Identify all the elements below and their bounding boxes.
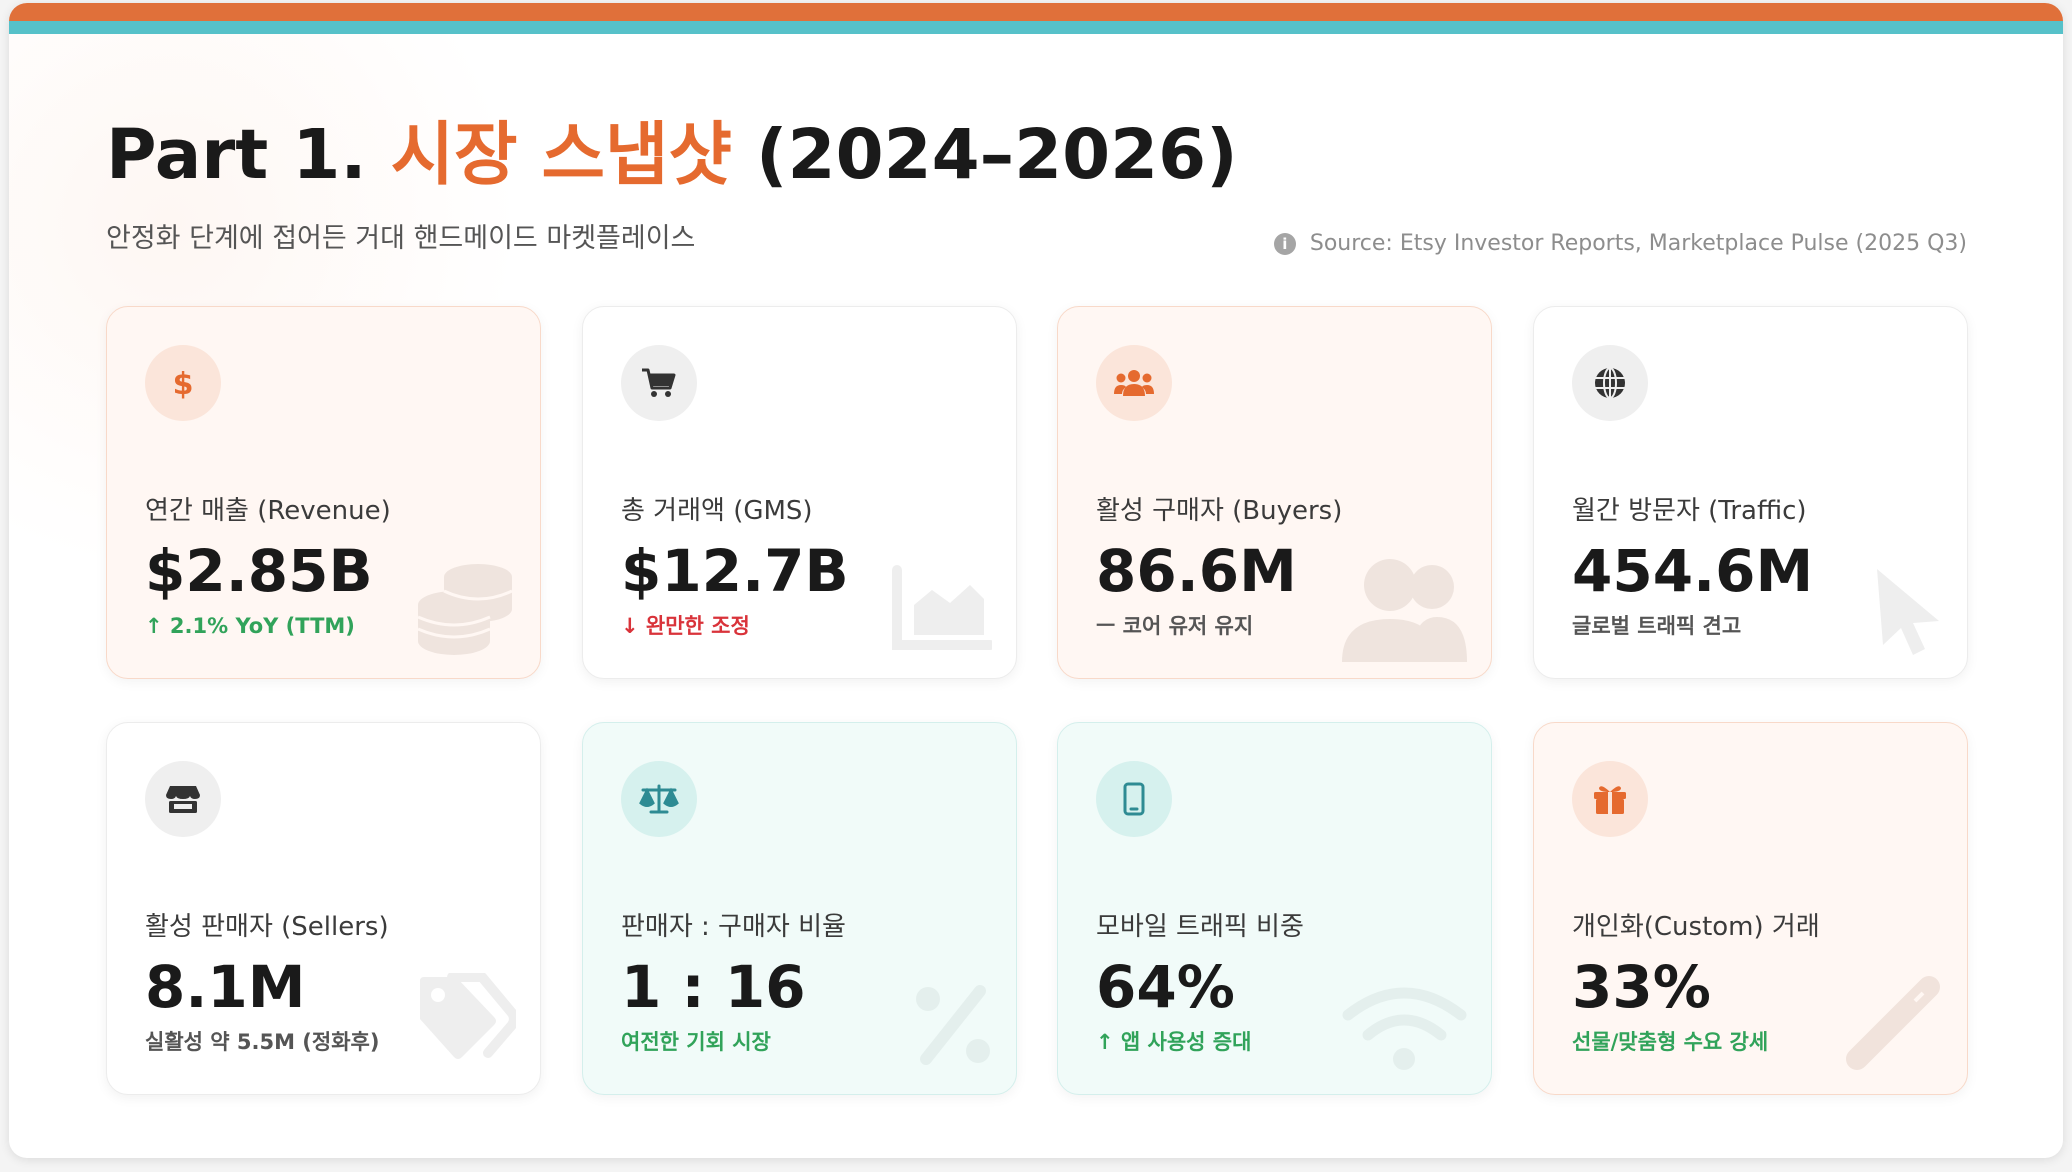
card-label: 개인화(Custom) 거래: [1572, 912, 1820, 942]
page-title: Part 1. 시장 스냅샷 (2024–2026): [106, 115, 1238, 195]
info-icon: i: [1273, 233, 1296, 255]
gift-icon: [1572, 761, 1648, 837]
kpi-card-mobile: 모바일 트래픽 비중 64% ↑ 앱 사용성 증대: [1057, 722, 1492, 1095]
kpi-card-revenue: $ 연간 매출 (Revenue) $2.85B ↑ 2.1% YoY (TTM…: [106, 306, 541, 679]
tags-icon: [420, 973, 516, 1059]
card-value: 454.6M: [1572, 537, 1814, 605]
card-note: ↓ 완만한 조정: [621, 614, 750, 638]
kpi-card-buyers: 활성 구매자 (Buyers) 86.6M ㅡ 코어 유저 유지: [1057, 306, 1492, 679]
kpi-card-sellers: 활성 판매자 (Sellers) 8.1M 실활성 약 5.5M (정화후): [106, 722, 541, 1095]
card-note: ↑ 2.1% YoY (TTM): [145, 614, 355, 638]
top-accent-bar-orange: [9, 3, 2063, 21]
dollar-icon: $: [145, 345, 221, 421]
pen-icon: [1846, 976, 1940, 1070]
card-value: $12.7B: [621, 537, 849, 605]
card-label: 활성 판매자 (Sellers): [145, 912, 389, 942]
card-value: $2.85B: [145, 537, 373, 605]
card-label: 총 거래액 (GMS): [621, 496, 813, 526]
card-value: 64%: [1096, 953, 1235, 1021]
globe-icon: [1572, 345, 1648, 421]
card-note: 여전한 기회 시장: [621, 1030, 771, 1054]
card-note: 글로벌 트래픽 견고: [1572, 614, 1742, 638]
card-label: 판매자 : 구매자 비율: [621, 912, 846, 942]
card-value: 33%: [1572, 953, 1711, 1021]
kpi-card-traffic: 월간 방문자 (Traffic) 454.6M 글로벌 트래픽 견고: [1533, 306, 1968, 679]
card-value: 86.6M: [1096, 537, 1297, 605]
card-note: ㅡ 코어 유저 유지: [1096, 614, 1254, 638]
slide: Part 1. 시장 스냅샷 (2024–2026) 안정화 단계에 접어든 거…: [9, 3, 2063, 1158]
page-subtitle: 안정화 단계에 접어든 거대 핸드메이드 마켓플레이스: [106, 223, 696, 254]
area-chart-icon: [892, 565, 992, 650]
title-prefix: Part 1.: [106, 115, 391, 195]
source-note: i Source: Etsy Investor Reports, Marketp…: [1273, 229, 1967, 259]
source-text: Source: Etsy Investor Reports, Marketpla…: [1309, 231, 1967, 256]
svg-text:$: $: [173, 367, 194, 400]
cart-icon: [621, 345, 697, 421]
kpi-card-ratio: 판매자 : 구매자 비율 1 : 16 여전한 기회 시장: [582, 722, 1017, 1095]
users-icon: [1096, 345, 1172, 421]
user-group-icon: [1342, 559, 1467, 662]
coins-icon: [417, 564, 513, 655]
card-label: 월간 방문자 (Traffic): [1572, 496, 1807, 526]
cursor-icon: [1877, 569, 1939, 655]
mobile-icon: [1096, 761, 1172, 837]
store-icon: [145, 761, 221, 837]
percent-icon: [916, 985, 990, 1065]
card-note: 선물/맞춤형 수요 강세: [1572, 1030, 1769, 1054]
title-suffix: (2024–2026): [732, 115, 1238, 195]
card-note: 실활성 약 5.5M (정화후): [145, 1030, 380, 1054]
card-label: 모바일 트래픽 비중: [1096, 912, 1304, 942]
kpi-card-gms: 총 거래액 (GMS) $12.7B ↓ 완만한 조정: [582, 306, 1017, 679]
kpi-card-custom: 개인화(Custom) 거래 33% 선물/맞춤형 수요 강세: [1533, 722, 1968, 1095]
scale-icon: [621, 761, 697, 837]
card-value: 1 : 16: [621, 953, 806, 1021]
top-accent-bar-teal: [9, 21, 2063, 34]
card-note: ↑ 앱 사용성 증대: [1096, 1030, 1252, 1054]
card-label: 활성 구매자 (Buyers): [1096, 496, 1343, 526]
card-label: 연간 매출 (Revenue): [145, 496, 391, 526]
wifi-icon: [1342, 987, 1467, 1070]
title-accent: 시장 스냅샷: [390, 115, 732, 195]
card-value: 8.1M: [145, 953, 306, 1021]
